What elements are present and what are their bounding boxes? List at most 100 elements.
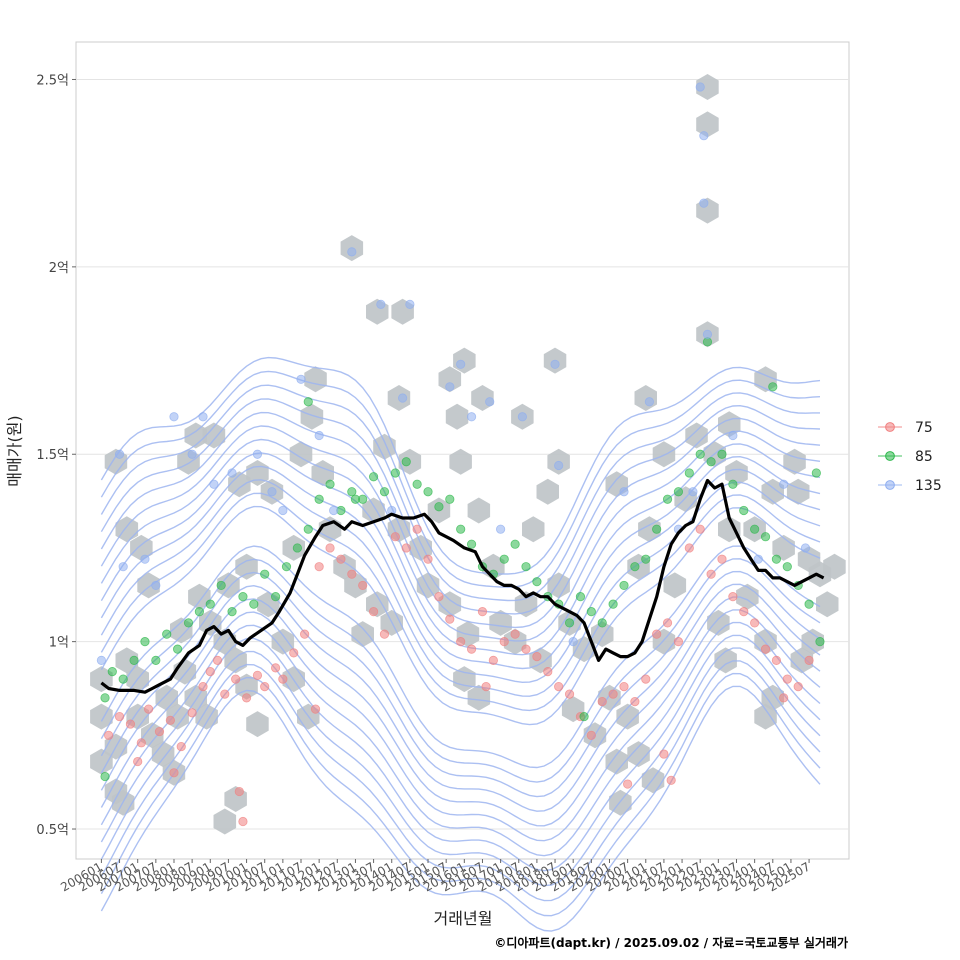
scatter-point-85 — [271, 592, 281, 602]
scatter-point-75 — [673, 637, 684, 647]
scatter-point-75 — [125, 719, 136, 729]
scatter-point-85 — [173, 644, 183, 654]
hexbin-cell — [707, 609, 730, 636]
scatter-point-135 — [278, 505, 288, 516]
y-tick-label: 2억 — [49, 261, 69, 276]
scatter-point-135 — [140, 554, 150, 564]
scatter-point-85 — [586, 607, 596, 617]
scatter-point-75 — [336, 554, 346, 564]
scatter-point-85 — [717, 449, 727, 459]
y-tick-label: 2.5억 — [36, 73, 69, 88]
scatter-point-75 — [136, 738, 146, 748]
hexbin-cell — [801, 628, 824, 655]
hexbin-cell — [503, 628, 527, 655]
hexbin-cell — [754, 703, 777, 730]
scatter-point-85 — [100, 771, 110, 782]
scatter-point-75 — [510, 629, 520, 639]
scatter-point-135 — [644, 397, 654, 407]
scatter-point-85 — [815, 637, 825, 647]
hexbin-cell — [246, 711, 269, 738]
scatter-point-135 — [376, 299, 386, 309]
scatter-point-135 — [688, 487, 698, 497]
hexbin-cell — [696, 74, 719, 100]
legend-label: 135 — [915, 478, 942, 494]
scatter-point-75 — [165, 715, 175, 725]
scatter-point-75 — [684, 543, 694, 553]
scatter-point-75 — [271, 663, 281, 673]
scatter-point-85 — [303, 397, 313, 407]
scatter-point-85 — [107, 667, 117, 677]
scatter-point-85 — [760, 532, 771, 542]
scatter-point-75 — [133, 756, 143, 767]
scatter-point-75 — [238, 816, 248, 827]
hexbin-cell — [115, 516, 139, 543]
y-axis-ticks: 0.5억 1억 1.5억 2억 2.5억 — [36, 73, 76, 838]
scatter-point-75 — [543, 667, 553, 677]
scatter-point-75 — [434, 592, 444, 602]
scatter-point-135 — [187, 449, 197, 459]
legend-label: 85 — [915, 449, 933, 465]
scatter-point-85 — [521, 562, 531, 572]
density-contour-line — [100, 545, 821, 769]
scatter-point-85 — [162, 629, 172, 639]
scatter-point-85 — [532, 577, 542, 587]
scatter-point-135 — [695, 82, 705, 92]
hexbin-cell — [202, 422, 226, 449]
scatter-point-85 — [811, 468, 821, 478]
scatter-point-75 — [368, 607, 379, 617]
scatter-point-85 — [347, 487, 357, 497]
scatter-point-75 — [300, 629, 310, 639]
scatter-point-75 — [706, 569, 716, 579]
scatter-point-135 — [209, 479, 219, 489]
scatter-point-85 — [314, 494, 324, 504]
hexbin-cell — [663, 572, 687, 599]
scatter-point-135 — [728, 430, 738, 441]
scatter-point-75 — [659, 749, 669, 759]
scatter-point-85 — [619, 580, 629, 591]
scatter-point-135 — [517, 412, 527, 422]
scatter-point-85 — [100, 693, 110, 703]
scatter-point-135 — [227, 468, 237, 478]
hexbin-cell — [685, 422, 708, 449]
scatter-point-85 — [390, 468, 400, 478]
scatter-point-75 — [445, 614, 455, 624]
scatter-point-85 — [456, 524, 466, 534]
hexbin-cell — [213, 808, 237, 835]
scatter-point-85 — [249, 599, 259, 609]
scatter-point-85 — [768, 382, 778, 392]
scatter-point-85 — [281, 562, 292, 572]
scatter-point-75 — [401, 543, 411, 553]
density-contour-line — [100, 685, 821, 932]
scatter-point-75 — [143, 704, 154, 714]
scatter-point-75 — [477, 607, 488, 617]
scatter-point-85 — [423, 487, 433, 497]
scatter-point-85 — [750, 524, 760, 534]
hexbin-cell — [90, 748, 113, 775]
scatter-point-135 — [405, 299, 415, 309]
scatter-point-75 — [104, 730, 114, 740]
scatter-point-75 — [412, 524, 422, 534]
scatter-point-85 — [579, 711, 589, 722]
scatter-point-75 — [198, 682, 208, 692]
scatter-point-75 — [532, 652, 542, 662]
scatter-point-85 — [652, 524, 662, 534]
density-contour-line — [100, 398, 821, 615]
scatter-point-135 — [347, 247, 357, 257]
scatter-point-85 — [597, 618, 607, 628]
scatter-point-85 — [564, 618, 575, 628]
hexbin-cell — [696, 111, 719, 138]
scatter-point-75 — [325, 543, 335, 553]
scatter-point-135 — [456, 359, 466, 369]
scatter-point-75 — [289, 648, 299, 658]
scatter-point-135 — [329, 505, 339, 516]
scatter-point-75 — [234, 786, 244, 797]
scatter-point-75 — [695, 524, 705, 534]
hexbin-cell — [536, 478, 559, 505]
scatter-point-85 — [325, 479, 335, 489]
hexbin-cell — [616, 703, 639, 730]
scatter-point-85 — [205, 599, 215, 609]
legend-key-point — [885, 480, 895, 490]
scatter-point-85 — [684, 468, 694, 478]
scatter-point-135 — [496, 524, 506, 534]
density-contour-line — [100, 672, 821, 917]
